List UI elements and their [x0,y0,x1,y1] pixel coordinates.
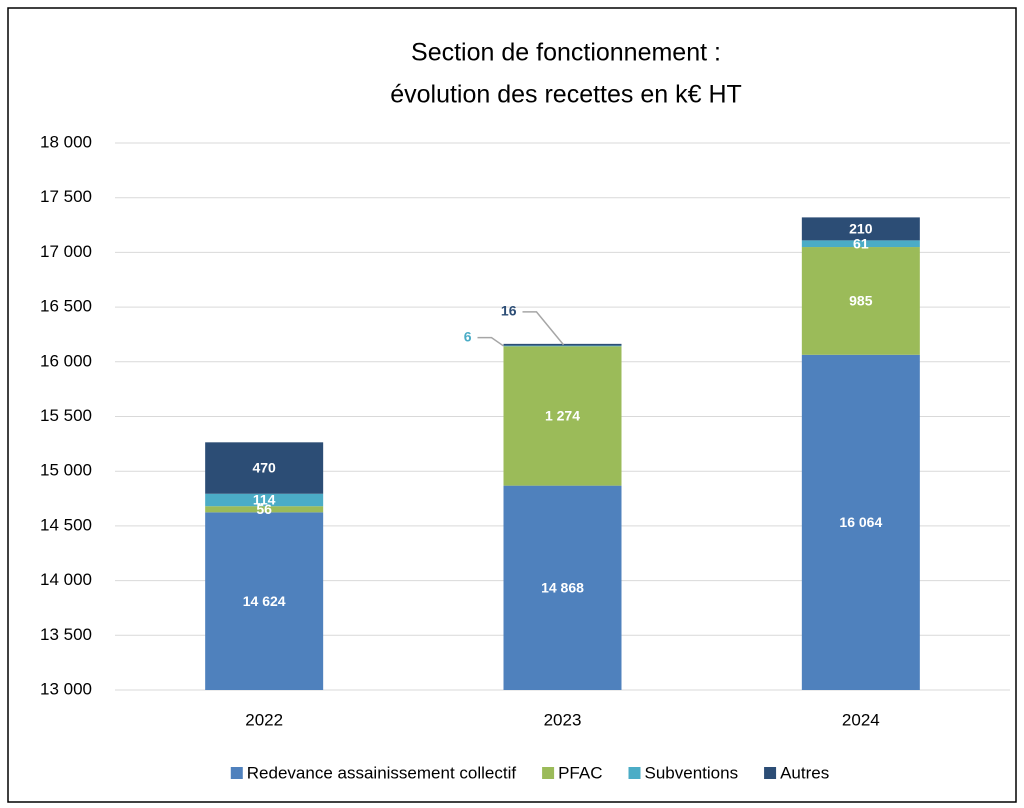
legend-label: PFAC [558,763,602,782]
value-label: 210 [849,221,873,237]
legend-item: PFAC [542,763,603,782]
value-label: 61 [853,235,869,251]
bar-segment [801,240,920,248]
legend-label: Subventions [645,763,739,782]
bar-segment [801,354,920,690]
legend-item: Subventions [628,763,739,782]
y-tick-label: 16 500 [40,297,92,316]
y-tick-label: 16 000 [40,351,92,370]
value-label: 16 [501,303,517,319]
y-tick-label: 18 000 [40,132,92,151]
value-label: 114 [253,492,276,508]
chart-title: Section de fonctionnement : [411,39,721,67]
value-label: 56 [256,501,272,517]
legend-item: Redevance assainissement collectif [230,763,517,782]
bar-segment [205,512,324,690]
chart-title: évolution des recettes en k€ HT [390,81,742,109]
value-label: 470 [252,460,276,476]
legend-item: Autres [764,763,829,782]
legend-label: Redevance assainissement collectif [247,763,517,782]
y-tick-label: 14 500 [40,515,92,534]
legend-swatch [764,767,777,779]
bar-segment [801,217,920,241]
y-tick-label: 14 000 [40,570,92,589]
value-label: 14 624 [243,593,286,609]
legend-swatch [542,767,555,779]
bar-segment [503,343,622,346]
y-tick-label: 15 000 [40,461,92,480]
y-tick-label: 13 000 [40,679,92,698]
value-label: 16 064 [839,514,882,530]
bar-segment [503,346,622,486]
legend-swatch [628,767,641,779]
x-tick-label: 2023 [544,710,582,729]
legend-label: Autres [780,763,829,782]
value-label: 14 868 [541,580,584,596]
bar-segment [205,493,324,507]
x-tick-label: 2022 [245,710,283,729]
bar-segment [205,506,324,513]
y-tick-label: 17 500 [40,187,92,206]
legend-swatch [230,767,243,779]
bar-segment [205,442,324,494]
y-tick-label: 13 500 [40,625,92,644]
value-label: 6 [464,328,472,344]
value-label: 985 [849,293,873,309]
bar-segment [503,345,622,347]
leader-line [522,311,565,346]
leader-line [477,336,504,347]
value-label: 1 274 [545,408,580,424]
bar-segment [801,247,920,355]
y-tick-label: 17 000 [40,242,92,261]
x-tick-label: 2024 [842,710,880,729]
bar-segment [503,485,622,690]
y-tick-label: 15 500 [40,406,92,425]
